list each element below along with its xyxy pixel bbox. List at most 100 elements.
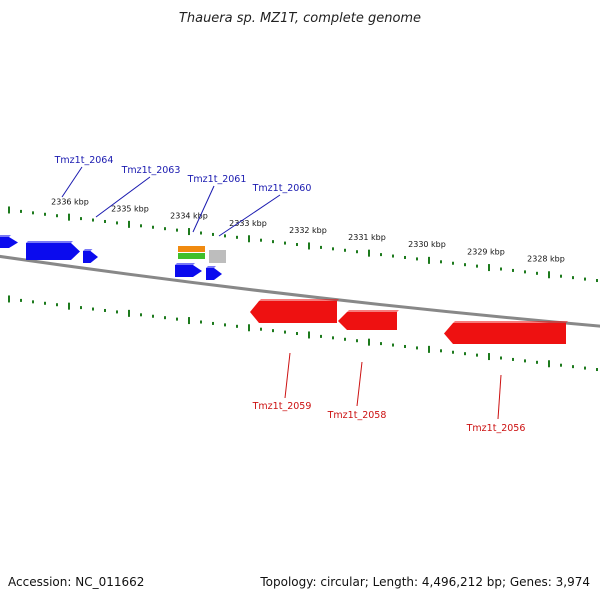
forward-scale-tick: [320, 245, 322, 249]
reverse-scale-tick: [560, 363, 562, 367]
forward-callout-line: [192, 185, 215, 233]
reverse-gene-highlight: [259, 299, 339, 301]
reverse-scale-tick: [152, 314, 154, 318]
forward-callout-line: [61, 166, 83, 198]
reverse-scale-tick: [356, 339, 358, 343]
reverse-scale-tick: [428, 345, 430, 353]
forward-scale-ticks: [8, 206, 598, 283]
gene-features: [0, 235, 568, 344]
forward-scale-tick: [332, 247, 334, 251]
forward-gene-label: Tmz1t_2064: [54, 155, 114, 166]
forward-scale-tick: [80, 217, 82, 221]
reverse-scale-tick: [344, 337, 346, 341]
forward-scale-tick: [368, 249, 370, 257]
reverse-scale-tick: [224, 323, 226, 327]
forward-gene: [206, 268, 222, 280]
reverse-scale-tick: [260, 327, 262, 331]
forward-scale-tick: [224, 234, 226, 238]
forward-scale-tick: [140, 224, 142, 228]
genome-backbone: [0, 254, 600, 328]
forward-scale-tick: [104, 219, 106, 223]
reverse-scale-tick: [452, 350, 454, 354]
reverse-scale-tick: [308, 331, 310, 339]
forward-scale-tick: [308, 242, 310, 250]
reverse-gene-highlight: [347, 310, 399, 312]
forward-scale-tick: [116, 221, 118, 225]
reverse-scale-tick: [488, 353, 490, 361]
forward-gene-label: Tmz1t_2061: [187, 174, 247, 185]
reverse-scale-tick: [440, 349, 442, 353]
reverse-gene-label: Tmz1t_2059: [252, 401, 312, 412]
reverse-scale-tick: [80, 306, 82, 310]
forward-gene: [26, 243, 80, 260]
forward-gene: [83, 251, 98, 263]
scale-tick-label: 2334 kbp: [170, 212, 208, 221]
forward-scale-tick: [272, 240, 274, 244]
forward-callout-line: [218, 194, 281, 237]
reverse-callout-line: [356, 361, 363, 407]
forward-scale-tick: [128, 220, 130, 228]
reverse-scale-tick: [296, 332, 298, 336]
forward-scale-tick: [212, 232, 214, 236]
forward-gene-highlight: [26, 241, 73, 243]
reverse-scale-tick: [572, 365, 574, 369]
reverse-scale-tick: [20, 298, 22, 302]
forward-scale-tick: [416, 257, 418, 261]
scale-tick-label: 2329 kbp: [467, 247, 505, 256]
forward-scale-tick: [92, 218, 94, 222]
scale-tick-label: 2332 kbp: [289, 226, 327, 235]
reverse-callout-line: [497, 374, 502, 420]
scale-tick-label: 2331 kbp: [348, 233, 386, 242]
reverse-callout-line: [284, 352, 291, 399]
reverse-gene: [250, 301, 337, 323]
forward-scale-tick: [200, 231, 202, 235]
reverse-scale-tick: [176, 317, 178, 321]
forward-scale-tick: [452, 261, 454, 265]
forward-scale-tick: [524, 270, 526, 274]
reverse-scale-tick: [104, 308, 106, 312]
forward-scale-tick: [296, 243, 298, 247]
reverse-scale-tick: [404, 344, 406, 348]
reverse-scale-tick: [548, 360, 550, 368]
reverse-scale-tick: [476, 353, 478, 357]
reverse-scale-tick: [200, 320, 202, 324]
feature-green: [178, 253, 205, 259]
reverse-scale-tick: [56, 303, 58, 307]
forward-scale-tick: [512, 268, 514, 272]
genome-summary-text: Topology: circular; Length: 4,496,212 bp…: [259, 575, 590, 589]
forward-scale-tick: [464, 263, 466, 267]
reverse-scale-tick: [392, 343, 394, 347]
forward-scale-tick: [428, 256, 430, 264]
accession-text: Accession: NC_011662: [8, 575, 144, 589]
scale-tick-label: 2330 kbp: [408, 240, 446, 249]
reverse-scale-tick: [464, 352, 466, 356]
forward-scale-tick: [56, 214, 58, 218]
scale-tick-label: 2335 kbp: [111, 205, 149, 214]
forward-scale-tick: [572, 276, 574, 280]
forward-scale-tick: [8, 206, 10, 214]
reverse-scale-tick: [320, 334, 322, 338]
scale-tick-label: 2328 kbp: [527, 255, 565, 264]
reverse-scale-tick: [596, 368, 598, 372]
reverse-scale-tick: [164, 316, 166, 320]
forward-scale-tick: [236, 235, 238, 239]
reverse-scale-ticks: [8, 295, 598, 372]
gene-callouts: Tmz1t_2064 Tmz1t_2063 Tmz1t_2061 Tmz1t_2060…: [54, 155, 526, 434]
forward-scale-tick: [284, 241, 286, 245]
reverse-scale-tick: [500, 356, 502, 360]
forward-gene-label: Tmz1t_2060: [252, 183, 312, 194]
forward-scale-tick: [248, 235, 250, 243]
forward-scale-tick: [44, 212, 46, 216]
reverse-scale-tick: [284, 330, 286, 334]
forward-scale-tick: [584, 277, 586, 281]
reverse-scale-tick: [368, 338, 370, 346]
forward-scale-tick: [488, 264, 490, 272]
forward-scale-tick: [440, 260, 442, 264]
reverse-scale-tick: [212, 321, 214, 325]
reverse-gene-label: Tmz1t_2056: [466, 423, 526, 434]
forward-scale-tick: [32, 211, 34, 215]
forward-scale-tick: [536, 271, 538, 275]
reverse-gene-highlight: [453, 321, 568, 323]
forward-scale-tick: [188, 228, 190, 236]
